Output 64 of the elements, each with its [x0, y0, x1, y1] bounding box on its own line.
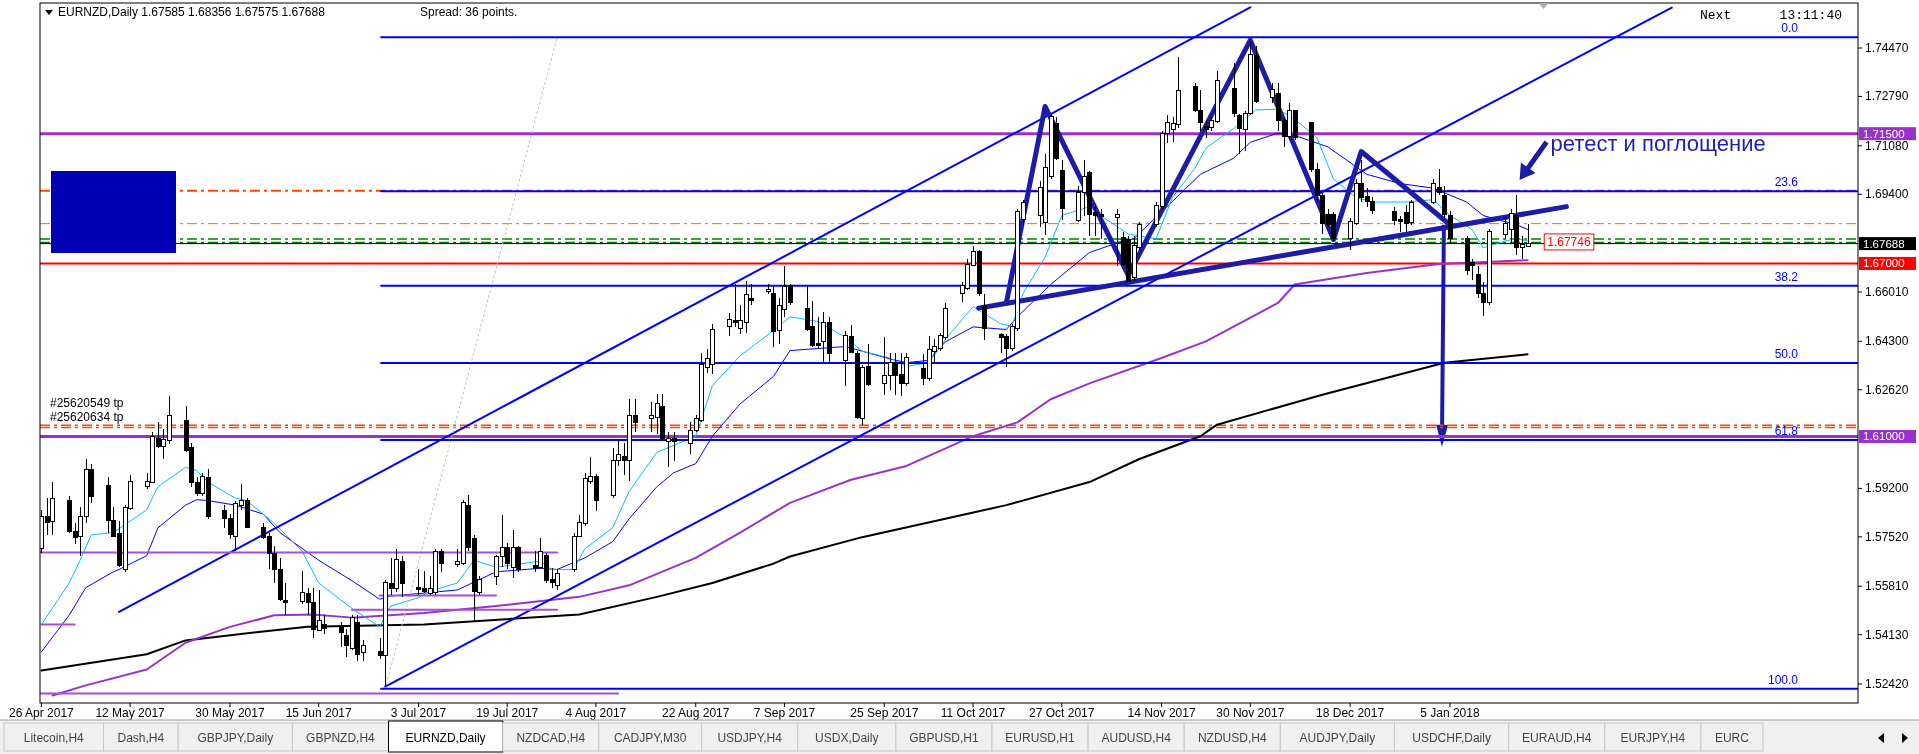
- y-tick-label: 1.59200: [1865, 481, 1909, 496]
- annotation: 13:11:40: [1779, 8, 1842, 23]
- ref-line-label: #25620634 tp: [50, 410, 124, 425]
- x-tick-label: 27 Oct 2017: [1029, 706, 1095, 720]
- text: AUDUSD,H4: [1101, 731, 1172, 745]
- x-tick-label: 14 Nov 2017: [1127, 706, 1196, 720]
- text: AUDJPY,Daily: [1299, 731, 1376, 745]
- x-tick-label: 22 Aug 2017: [662, 706, 730, 720]
- annotation: Next: [1700, 8, 1732, 23]
- x-tick-label: 30 May 2017: [195, 706, 265, 720]
- text: EURAUD,H4: [1522, 731, 1592, 745]
- y-tick-label: 1.52420: [1865, 676, 1909, 691]
- x-tick-label: 19 Jul 2017: [476, 706, 539, 720]
- ref-line-label: #25620549 tp: [50, 396, 124, 411]
- x-tick-label: 12 May 2017: [95, 706, 166, 720]
- chart-title: EURNZD,Daily 1.67585 1.68356 1.67575 1.67688: [58, 5, 326, 19]
- text: EURJPY,H4: [1620, 731, 1686, 745]
- y-tick-label: 1.66010: [1865, 285, 1909, 299]
- y-tick-label: 1.69400: [1865, 187, 1909, 202]
- x-tick-label: 25 Sep 2017: [850, 706, 919, 720]
- ref-line-label: 1.67000: [1863, 257, 1905, 270]
- y-tick-label: 1.74470: [1865, 40, 1909, 55]
- ref-line-label: 1.71500: [1863, 127, 1905, 140]
- x-tick-label: 26 Apr 2017: [9, 706, 75, 720]
- series-label: 50.0: [1774, 346, 1799, 361]
- text: USDX,Daily: [815, 731, 879, 745]
- x-tick-label: 7 Sep 2017: [753, 706, 816, 720]
- x-tick-label: 15 Jun 2017: [285, 706, 353, 720]
- x-tick-label: 4 Aug 2017: [565, 706, 627, 720]
- y-tick-label: 1.54130: [1865, 627, 1909, 642]
- annotation: 1.67746: [1547, 234, 1591, 249]
- y-tick-label: 1.64300: [1865, 334, 1909, 349]
- ref-line-label: 1.61000: [1863, 430, 1905, 443]
- text: CADJPY,M30: [613, 731, 687, 745]
- text: EURC: [1714, 731, 1750, 745]
- series-label: 100.0: [1767, 672, 1799, 687]
- text: NZDCAD,H4: [516, 731, 586, 745]
- annotation: ретест и поглощение: [1550, 131, 1766, 156]
- x-tick-label: 18 Dec 2017: [1316, 706, 1385, 720]
- text: GBPUSD,H1: [909, 731, 979, 745]
- text: EURNZD,Daily: [405, 731, 486, 745]
- x-tick-label: 3 Jul 2017: [390, 706, 447, 720]
- y-tick-label: 1.72790: [1865, 89, 1909, 104]
- text: Litecoin,H4: [23, 731, 85, 745]
- y-tick-label: 1.71080: [1865, 138, 1909, 153]
- text: GBPNZD,H4: [306, 731, 376, 745]
- y-tick-label: 1.62620: [1865, 382, 1909, 397]
- text: NZDUSD,H4: [1197, 731, 1267, 745]
- x-tick-label: 11 Oct 2017: [940, 706, 1006, 720]
- text: Dash,H4: [117, 731, 165, 745]
- x-tick-label: 5 Jan 2018: [1420, 706, 1480, 720]
- y-tick-label: 1.57520: [1865, 529, 1909, 544]
- text: EURUSD,H1: [1005, 731, 1076, 745]
- series-label: 23.6: [1774, 175, 1799, 190]
- text: USDJPY,H4: [717, 731, 783, 745]
- series-label: 61.8: [1774, 423, 1799, 438]
- text: GBPJPY,Daily: [197, 731, 274, 745]
- ref-line-label: 1.67688: [1863, 237, 1905, 250]
- x-tick-label: 30 Nov 2017: [1216, 706, 1285, 720]
- text: USDCHF,Daily: [1412, 731, 1491, 745]
- series-label: 38.2: [1774, 269, 1799, 284]
- y-tick-label: 1.55810: [1865, 579, 1909, 594]
- series-label: 0.0: [1781, 21, 1799, 36]
- annotation: Spread: 36 points.: [420, 5, 518, 19]
